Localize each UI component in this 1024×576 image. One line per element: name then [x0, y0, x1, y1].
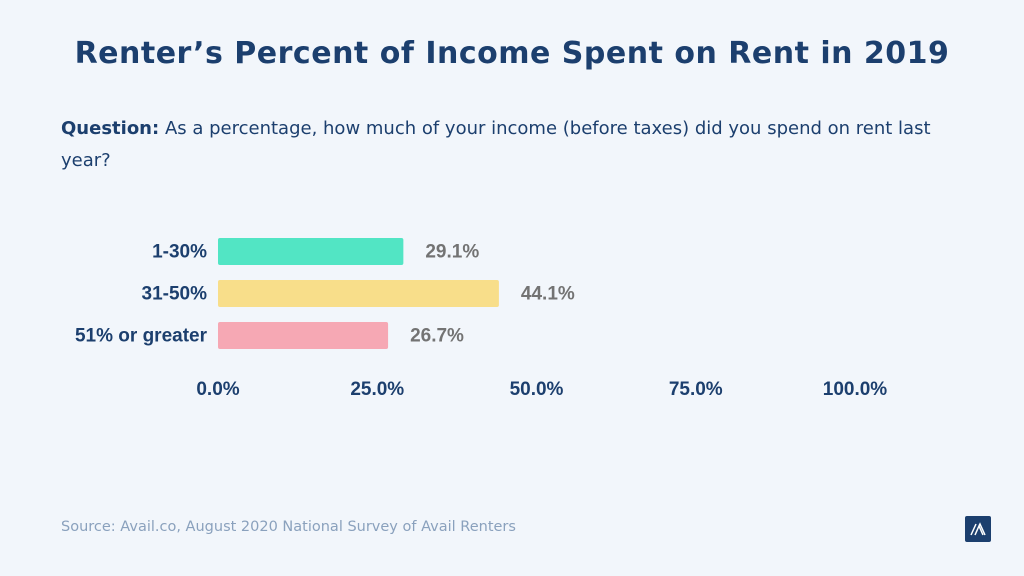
bar	[218, 238, 404, 265]
bar	[218, 322, 389, 349]
question-label: Question:	[61, 118, 160, 139]
chart-title: Renter’s Percent of Income Spent on Rent…	[74, 36, 950, 71]
x-tick-label: 50.0%	[510, 379, 564, 400]
category-label: 31-50%	[142, 284, 208, 305]
source-note: Source: Avail.co, August 2020 National S…	[61, 519, 516, 535]
avail-logo-icon	[965, 516, 991, 542]
x-tick-label: 25.0%	[350, 379, 404, 400]
category-label: 51% or greater	[75, 326, 208, 347]
x-tick-label: 100.0%	[823, 379, 888, 400]
bar	[218, 280, 499, 307]
data-label: 26.7%	[410, 326, 464, 347]
category-label: 1-30%	[152, 242, 207, 263]
x-tick-label: 0.0%	[196, 379, 239, 400]
survey-question: Question: As a percentage, how much of y…	[61, 113, 941, 177]
data-label: 29.1%	[425, 242, 479, 263]
x-tick-label: 75.0%	[669, 379, 723, 400]
question-text: As a percentage, how much of your income…	[61, 118, 931, 171]
data-label: 44.1%	[521, 284, 575, 305]
